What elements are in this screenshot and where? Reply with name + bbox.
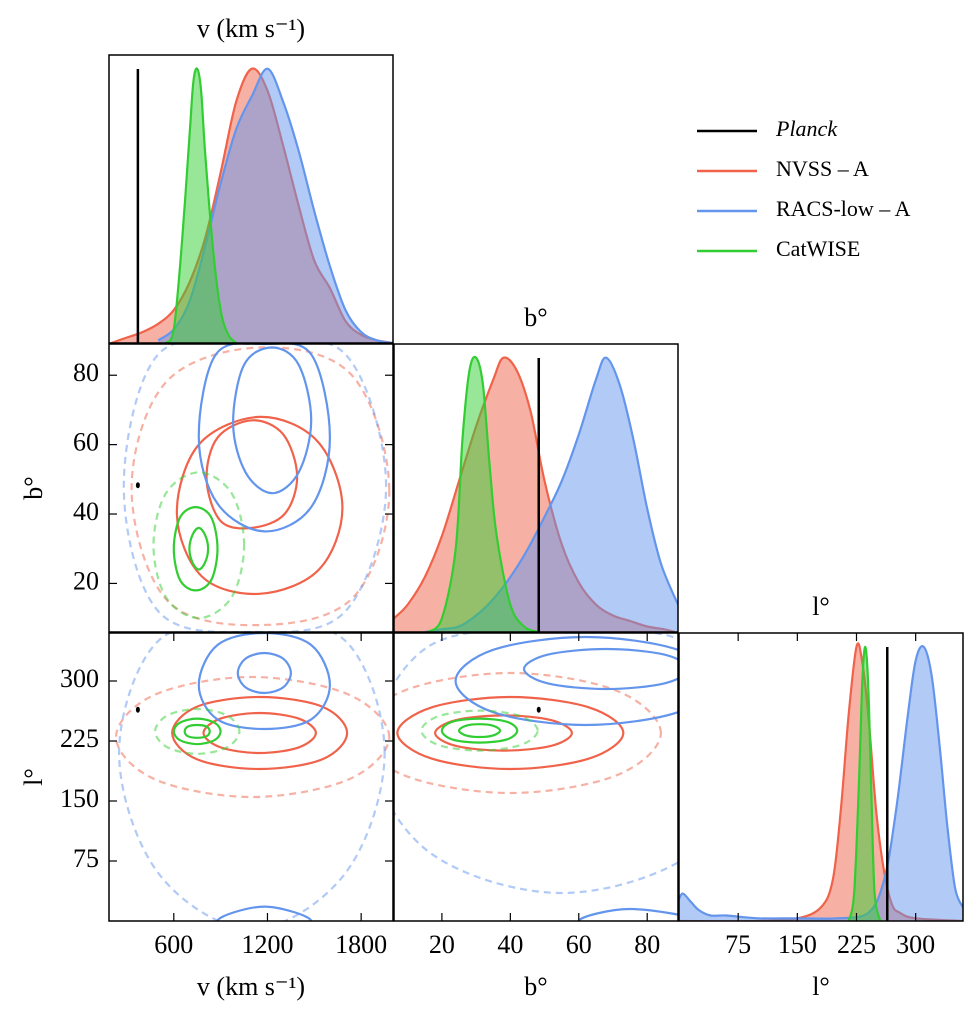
y-tick-label: 80 — [73, 358, 99, 387]
contour — [454, 635, 678, 727]
contour — [440, 717, 519, 744]
contour — [216, 905, 313, 921]
x-tick-label: 225 — [837, 930, 876, 959]
contour — [197, 633, 332, 731]
panel — [679, 642, 963, 921]
density-line — [427, 355, 539, 632]
panel-title: v (km s⁻¹) — [197, 14, 305, 43]
density-line — [165, 67, 238, 343]
density-fill — [424, 357, 678, 632]
y-tick-label: 20 — [73, 566, 99, 595]
x-tick-label: 40 — [497, 930, 523, 959]
panel — [114, 633, 391, 921]
contour — [577, 907, 678, 921]
contour-dashed — [394, 633, 678, 895]
contour — [205, 419, 299, 530]
x-tick-label: 75 — [725, 930, 751, 959]
panel-frame — [108, 54, 394, 344]
x-tick-label: 80 — [634, 930, 660, 959]
contour — [175, 415, 344, 596]
panel-title: l° — [812, 592, 830, 621]
density-fill — [679, 646, 963, 921]
planck-point — [135, 706, 140, 713]
contour — [522, 647, 678, 691]
panel-frame — [108, 343, 394, 633]
contour-dashed — [114, 675, 391, 799]
x-tick-label: 60 — [566, 930, 592, 959]
contour — [396, 695, 625, 771]
legend-label: CatWISE — [776, 236, 860, 261]
contour — [183, 723, 211, 739]
panel — [110, 67, 393, 343]
panel-frame — [108, 632, 394, 922]
contour-dashed — [394, 671, 663, 795]
contour — [457, 723, 502, 739]
x-tick-label: 300 — [896, 930, 935, 959]
x-tick-label: 20 — [429, 930, 455, 959]
contour-dashed — [153, 707, 241, 755]
x-tick-label: 1200 — [241, 930, 293, 959]
contour-dashed — [152, 471, 246, 620]
planck-point — [135, 482, 140, 489]
x-axis-label: v (km s⁻¹) — [197, 972, 305, 1001]
planck-point — [536, 706, 541, 713]
contour — [188, 526, 210, 571]
y-tick-label: 60 — [73, 428, 99, 457]
y-tick-label: 225 — [60, 724, 99, 753]
legend-label: NVSS – A — [776, 156, 869, 181]
x-tick-label: 1800 — [335, 930, 387, 959]
density-fill — [166, 68, 237, 343]
contour — [236, 651, 293, 695]
panel-frame — [393, 343, 679, 633]
legend-label: Planck — [775, 116, 838, 141]
contour — [197, 344, 332, 533]
contour-dashed — [130, 346, 391, 627]
x-axis-label: l° — [812, 972, 830, 1001]
panel-title: b° — [524, 303, 547, 332]
panel — [394, 633, 678, 921]
contour-dashed — [117, 633, 386, 921]
panel — [122, 344, 391, 632]
contour — [171, 695, 349, 771]
y-tick-label: 40 — [73, 497, 99, 526]
density-fill — [428, 356, 538, 632]
x-axis-label: b° — [524, 972, 547, 1001]
panel-frame — [393, 632, 679, 922]
y-axis-label: b° — [19, 476, 48, 499]
contour — [231, 346, 313, 495]
x-tick-label: 150 — [778, 930, 817, 959]
panel — [394, 355, 678, 632]
contour — [172, 717, 222, 746]
density-line — [847, 645, 882, 921]
y-tick-label: 150 — [60, 784, 99, 813]
legend-label: RACS-low – A — [776, 196, 911, 221]
contour — [433, 714, 574, 752]
y-tick-label: 300 — [60, 664, 99, 693]
x-tick-label: 600 — [154, 930, 193, 959]
contour-dashed — [122, 344, 388, 632]
y-axis-label: l° — [19, 768, 48, 786]
contour — [172, 505, 219, 592]
contour — [202, 711, 318, 755]
panel-frame — [678, 632, 964, 922]
density-line — [679, 645, 963, 920]
y-tick-label: 75 — [73, 844, 99, 873]
